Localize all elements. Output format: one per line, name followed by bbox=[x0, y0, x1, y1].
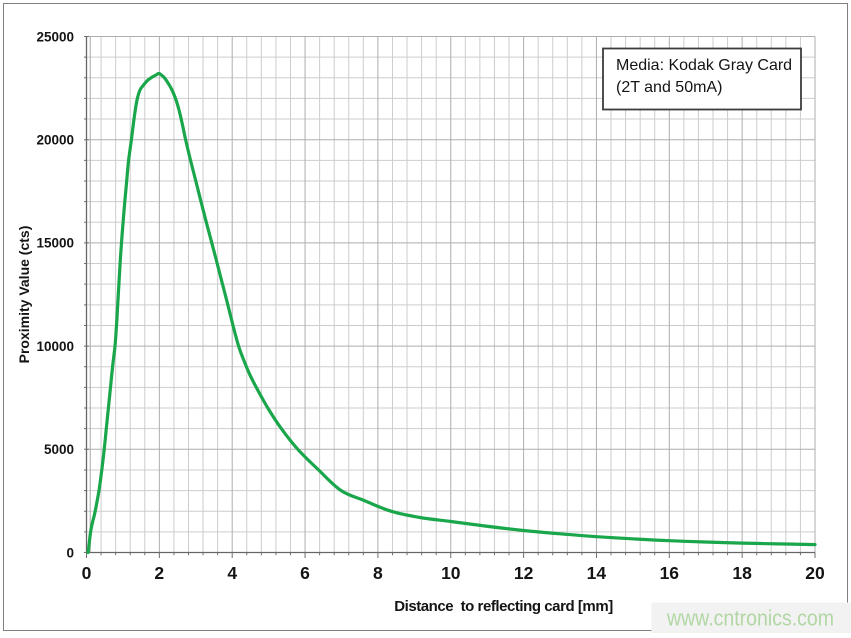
svg-text:10: 10 bbox=[441, 563, 461, 583]
svg-text:0: 0 bbox=[82, 563, 92, 583]
svg-text:15000: 15000 bbox=[36, 236, 74, 251]
svg-text:5000: 5000 bbox=[44, 442, 74, 457]
svg-text:6: 6 bbox=[300, 563, 310, 583]
svg-text:25000: 25000 bbox=[36, 29, 74, 44]
svg-text:Media: Kodak Gray Card: Media: Kodak Gray Card bbox=[616, 57, 792, 74]
svg-text:10000: 10000 bbox=[36, 339, 74, 354]
svg-text:2: 2 bbox=[154, 563, 164, 583]
svg-text:18: 18 bbox=[732, 563, 752, 583]
svg-text:www.cntronics.com: www.cntronics.com bbox=[666, 606, 834, 631]
svg-text:(2T and 50mA): (2T and 50mA) bbox=[616, 79, 722, 96]
svg-text:20: 20 bbox=[805, 563, 825, 583]
svg-text:Distance to reflecting card [: Distance to reflecting card [mm] bbox=[394, 598, 613, 615]
svg-text:Proximity Value (cts): Proximity Value (cts) bbox=[16, 226, 32, 364]
svg-text:14: 14 bbox=[587, 563, 607, 583]
svg-text:12: 12 bbox=[514, 563, 534, 583]
svg-text:16: 16 bbox=[660, 563, 680, 583]
svg-text:4: 4 bbox=[227, 563, 237, 583]
svg-text:0: 0 bbox=[66, 545, 74, 560]
svg-text:20000: 20000 bbox=[36, 133, 74, 148]
svg-text:8: 8 bbox=[373, 563, 383, 583]
